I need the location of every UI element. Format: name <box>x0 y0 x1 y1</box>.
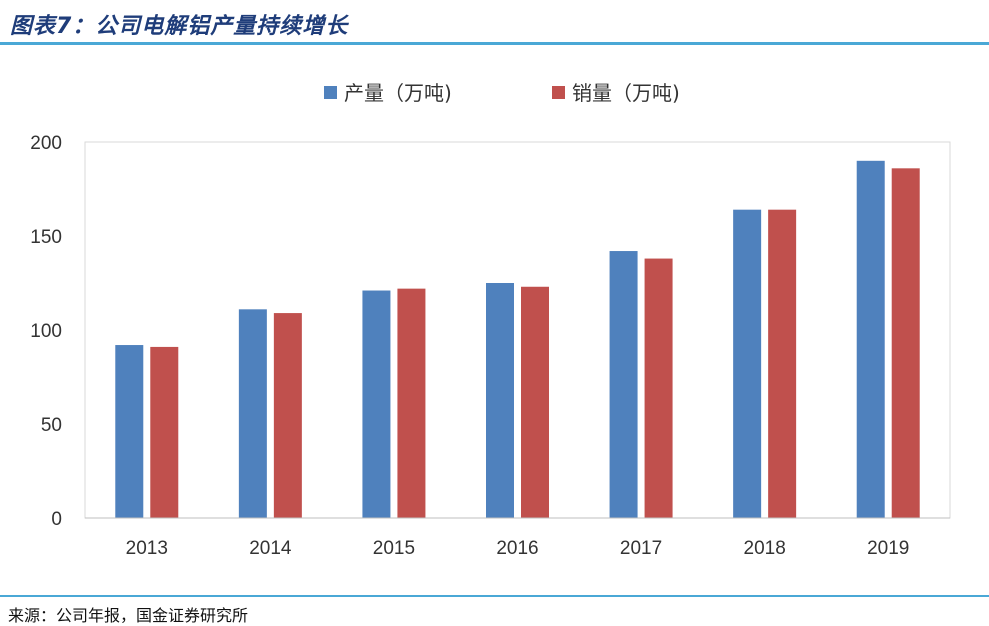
legend-swatch-sales <box>552 86 565 99</box>
y-tick-label: 150 <box>30 227 62 248</box>
page-title: 图表7：公司电解铝产量持续增长 <box>10 14 349 39</box>
x-tick-label: 2018 <box>744 538 786 559</box>
x-tick-label: 2013 <box>126 538 168 559</box>
sales-bar-2016 <box>521 286 549 518</box>
production-bar-2013 <box>115 345 144 518</box>
production-bar-2019 <box>856 160 885 519</box>
source-note: 来源：公司年报，国金证券研究所 <box>8 606 249 625</box>
plot-area-frame <box>84 141 951 519</box>
sales-bar-2013 <box>150 346 179 518</box>
sales-bar-2018 <box>768 209 797 518</box>
sales-bar-2014 <box>273 313 302 518</box>
production-bar-2016 <box>486 283 514 518</box>
legend-label-production: 产量（万吨) <box>344 81 452 105</box>
production-bar-2018 <box>733 209 762 518</box>
production-bar-2015 <box>362 290 391 518</box>
production-bar-2017 <box>609 251 638 519</box>
sales-bar-2015 <box>397 288 426 518</box>
legend-swatch-production <box>324 86 337 99</box>
title-bar: 图表7：公司电解铝产量持续增长 <box>0 0 989 45</box>
y-tick-label: 50 <box>41 415 62 436</box>
y-tick-label: 100 <box>30 321 62 342</box>
x-tick-label: 2015 <box>373 538 415 559</box>
y-tick-label: 0 <box>51 509 62 530</box>
x-axis: 2013 2014 2015 2016 2017 2018 2019 <box>85 517 950 559</box>
x-tick-label: 2019 <box>867 538 909 559</box>
production-bar-2014 <box>238 309 267 518</box>
y-axis: 0 50 100 150 200 <box>30 133 62 530</box>
title-divider <box>0 42 989 45</box>
x-tick-label: 2014 <box>249 538 292 559</box>
x-tick-label: 2017 <box>620 538 662 559</box>
chart-legend: 产量（万吨) 销量（万吨) <box>324 81 680 105</box>
bars-group <box>115 160 920 519</box>
sales-bar-2017 <box>644 258 673 518</box>
x-tick-label: 2016 <box>496 538 538 559</box>
sales-bar-2019 <box>891 168 920 518</box>
legend-label-sales: 销量（万吨) <box>572 81 680 105</box>
source-divider <box>0 595 989 597</box>
y-tick-label: 200 <box>30 133 62 154</box>
